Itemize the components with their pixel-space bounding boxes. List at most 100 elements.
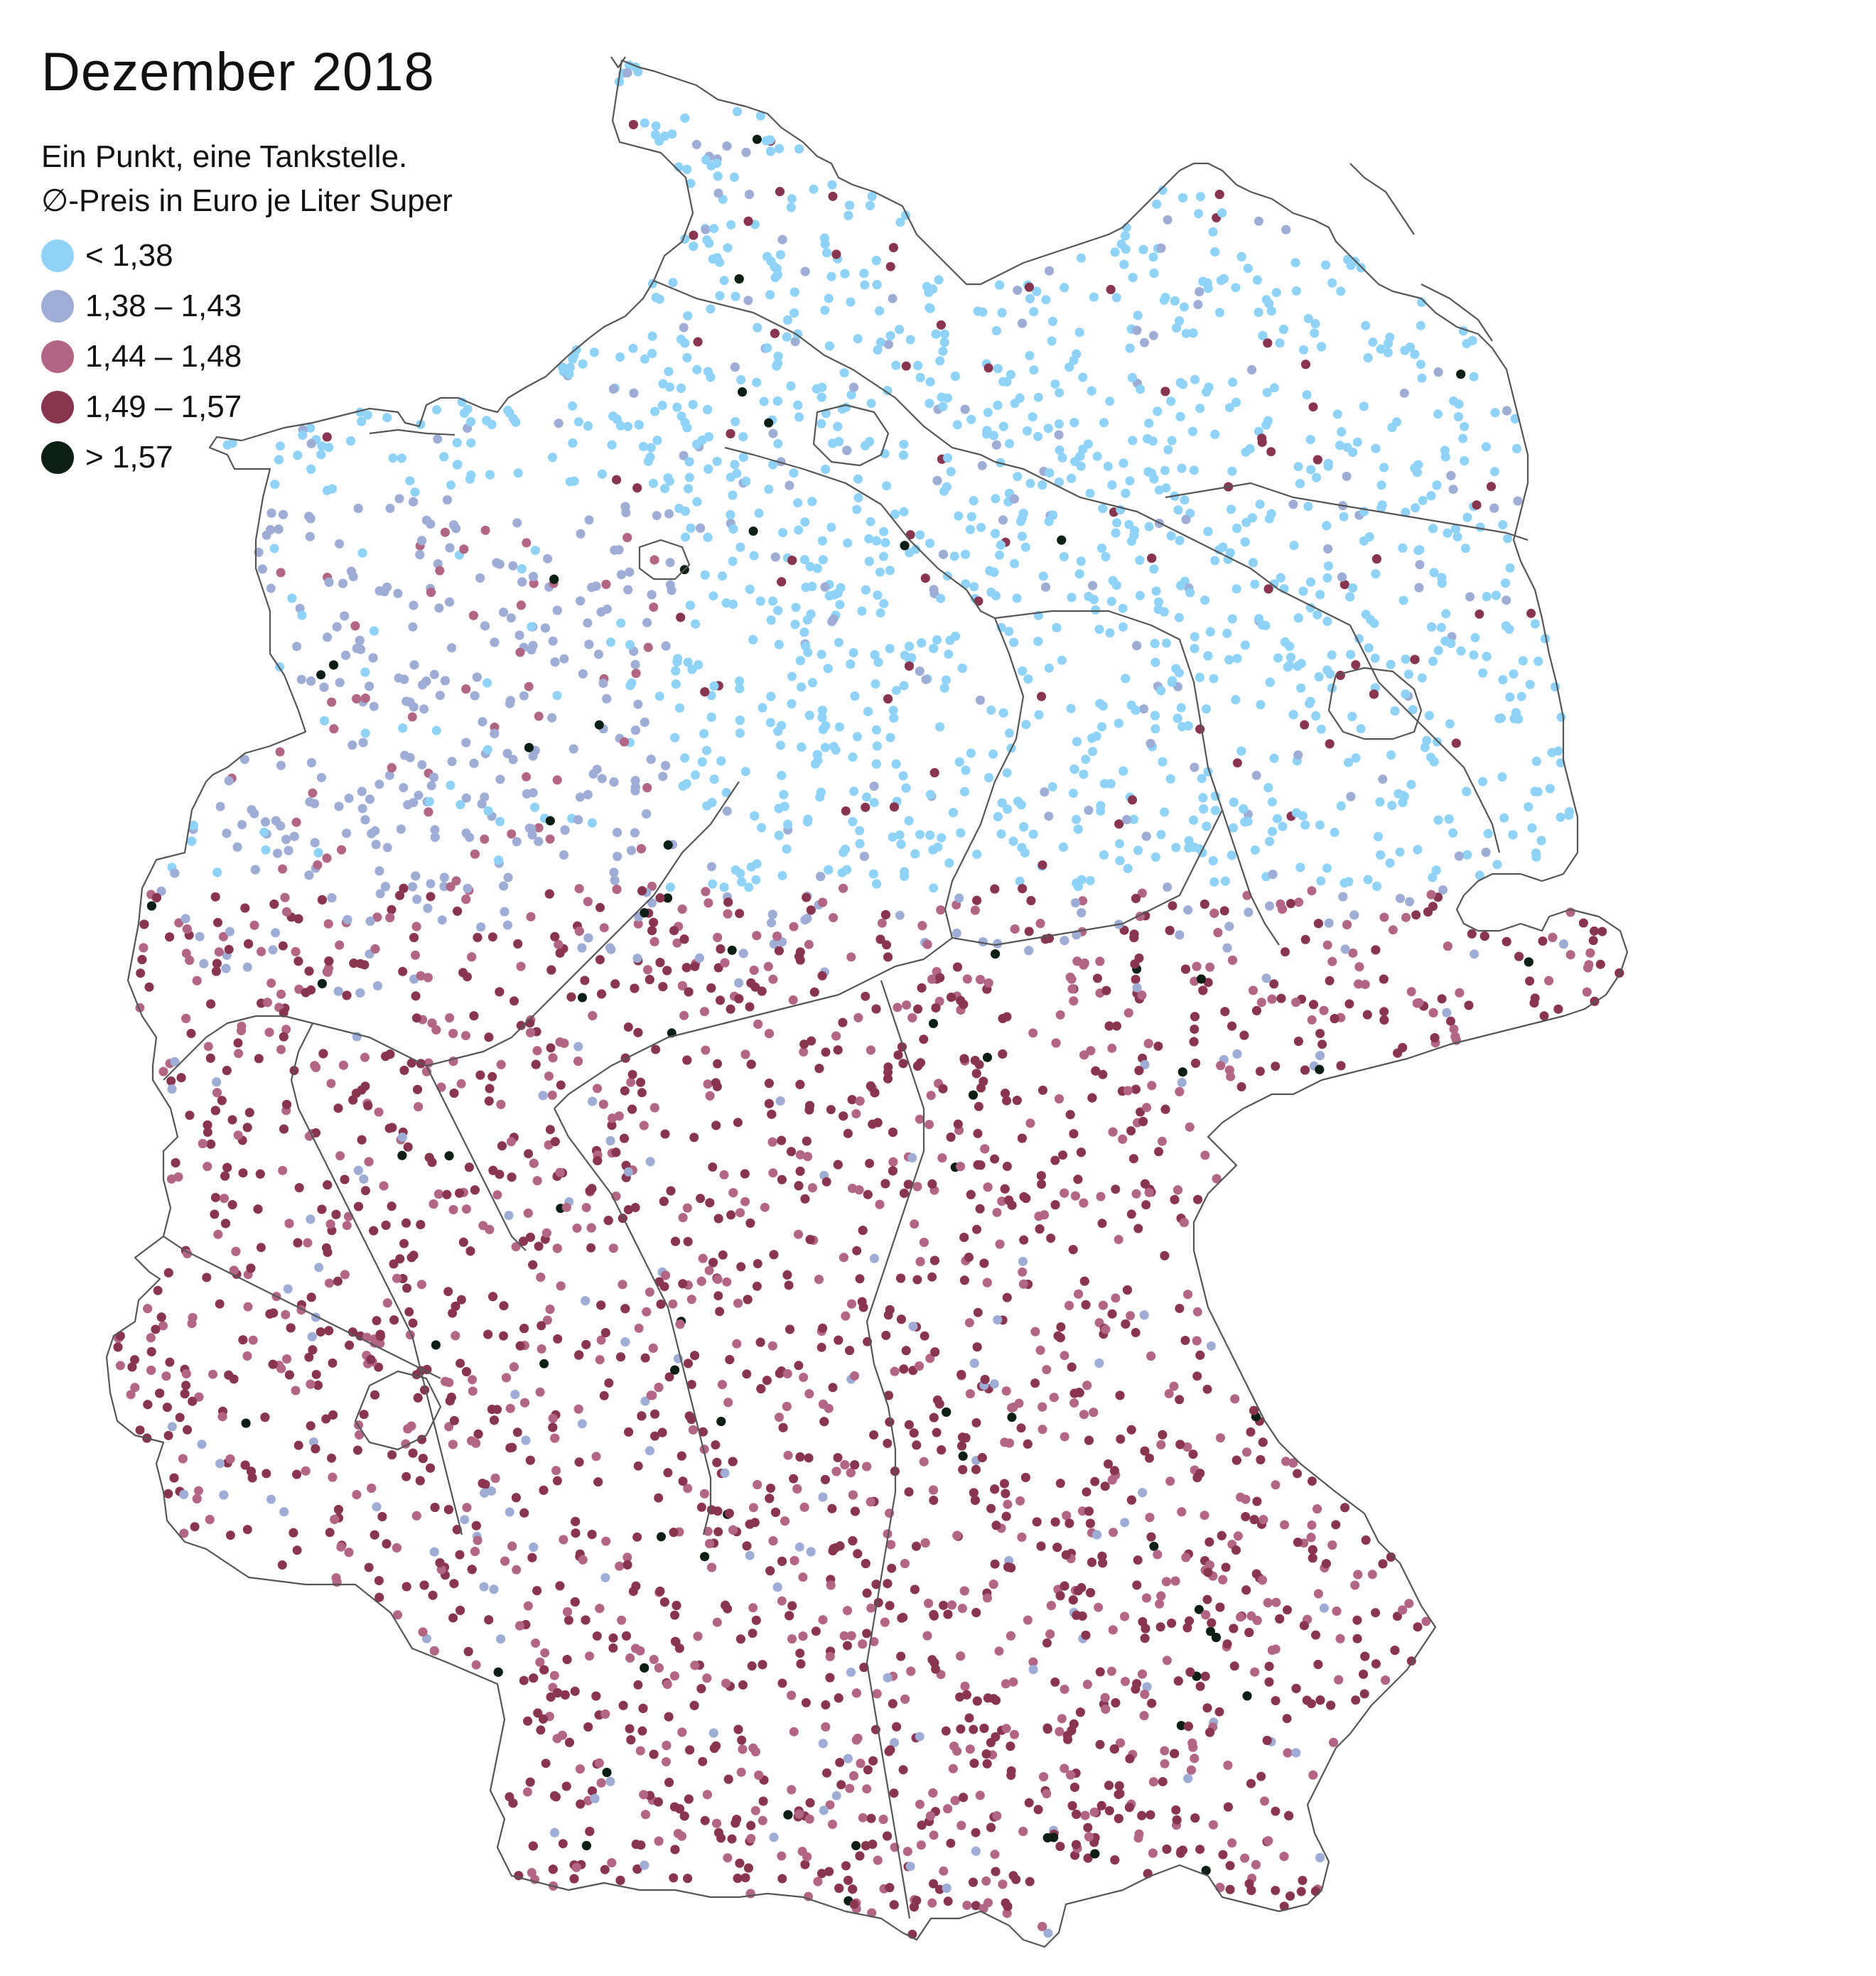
station-dot (1416, 360, 1425, 369)
station-dot (1327, 650, 1337, 660)
station-dot (678, 1476, 688, 1486)
station-dot (848, 752, 858, 762)
station-dot (166, 1174, 176, 1184)
station-dot (892, 1722, 902, 1732)
station-dot (1311, 1630, 1320, 1640)
station-dot (589, 347, 599, 357)
station-dot (266, 583, 276, 593)
station-dot (877, 918, 887, 928)
station-dot (455, 1550, 465, 1560)
station-dot (1126, 1209, 1136, 1219)
station-dot (537, 1321, 546, 1331)
station-dot (713, 963, 723, 973)
station-dot (785, 480, 794, 490)
station-dot (879, 527, 889, 536)
station-dot (1044, 811, 1054, 821)
station-dot (715, 1307, 725, 1317)
station-dot (278, 1165, 288, 1175)
station-dot (1167, 677, 1177, 687)
station-dot (801, 1697, 811, 1707)
station-dot (510, 996, 519, 1006)
station-dot (1374, 831, 1383, 841)
station-dot (1149, 564, 1159, 574)
station-dot (1107, 1043, 1117, 1053)
station-dot (325, 1528, 335, 1538)
station-dot (1369, 618, 1379, 628)
station-dot (1168, 901, 1177, 911)
station-dot (713, 188, 723, 198)
station-dot (1441, 609, 1451, 619)
station-dot (634, 1323, 644, 1333)
station-dot (777, 870, 787, 880)
station-dot (990, 1850, 1000, 1859)
station-dot (522, 772, 532, 782)
station-dot (433, 434, 443, 444)
station-dot (1160, 1746, 1170, 1756)
station-dot (1180, 1336, 1190, 1345)
station-dot (546, 1043, 556, 1053)
station-dot (1134, 1829, 1144, 1839)
station-dot (637, 1726, 647, 1736)
station-dot (1298, 586, 1308, 596)
station-dot (853, 334, 863, 344)
station-dot (369, 701, 379, 711)
station-dot (1054, 430, 1064, 440)
station-dot (466, 438, 476, 448)
station-dot (443, 1287, 453, 1297)
station-dot (1169, 1381, 1179, 1391)
station-dot (594, 720, 604, 730)
station-dot (271, 928, 281, 938)
station-dot (327, 1453, 336, 1463)
station-dot (716, 995, 725, 1005)
station-dot (1190, 1025, 1200, 1034)
station-dot (1147, 1081, 1157, 1091)
station-dot (862, 1784, 872, 1794)
station-dot (1294, 897, 1304, 907)
station-dot (1163, 882, 1172, 892)
station-dot (1351, 660, 1361, 670)
station-dot (891, 686, 901, 696)
station-dot (1405, 897, 1415, 907)
station-dot (1010, 1729, 1019, 1739)
station-dot (683, 657, 693, 667)
station-dot (738, 1680, 748, 1690)
station-dot (990, 1154, 1000, 1164)
station-dot (261, 845, 271, 855)
station-dot (135, 1425, 145, 1435)
station-dot (1115, 839, 1124, 848)
station-dot (1055, 1479, 1065, 1489)
station-dot (388, 453, 398, 463)
station-dots (113, 60, 1624, 1939)
station-dot (752, 859, 762, 869)
station-dot (1033, 392, 1043, 402)
station-dot (1231, 1545, 1241, 1555)
station-dot (293, 1440, 303, 1450)
station-dot (163, 1430, 173, 1440)
station-dot (1221, 1562, 1231, 1572)
station-dot (166, 1076, 176, 1086)
station-dot (986, 1503, 996, 1513)
station-dot (1256, 1771, 1266, 1781)
station-dot (1047, 782, 1057, 792)
station-dot (1250, 845, 1260, 855)
station-dot (238, 1168, 248, 1178)
station-dot (335, 539, 344, 549)
station-dot (851, 1841, 861, 1850)
station-dot (821, 1700, 831, 1710)
station-dot (898, 771, 908, 781)
station-dot (1002, 1096, 1012, 1106)
station-dot (1578, 918, 1588, 928)
station-dot (1150, 724, 1160, 734)
station-dot (766, 1484, 775, 1493)
station-dot (541, 1759, 551, 1769)
station-dot (552, 691, 562, 701)
station-dot (843, 1641, 852, 1651)
station-dot (1475, 609, 1484, 619)
station-dot (776, 740, 785, 750)
station-dot (865, 1158, 875, 1168)
station-dot (1015, 876, 1025, 886)
station-dot (1219, 906, 1229, 916)
station-dot (643, 642, 653, 652)
station-dot (713, 1527, 723, 1537)
station-dot (836, 1780, 846, 1790)
